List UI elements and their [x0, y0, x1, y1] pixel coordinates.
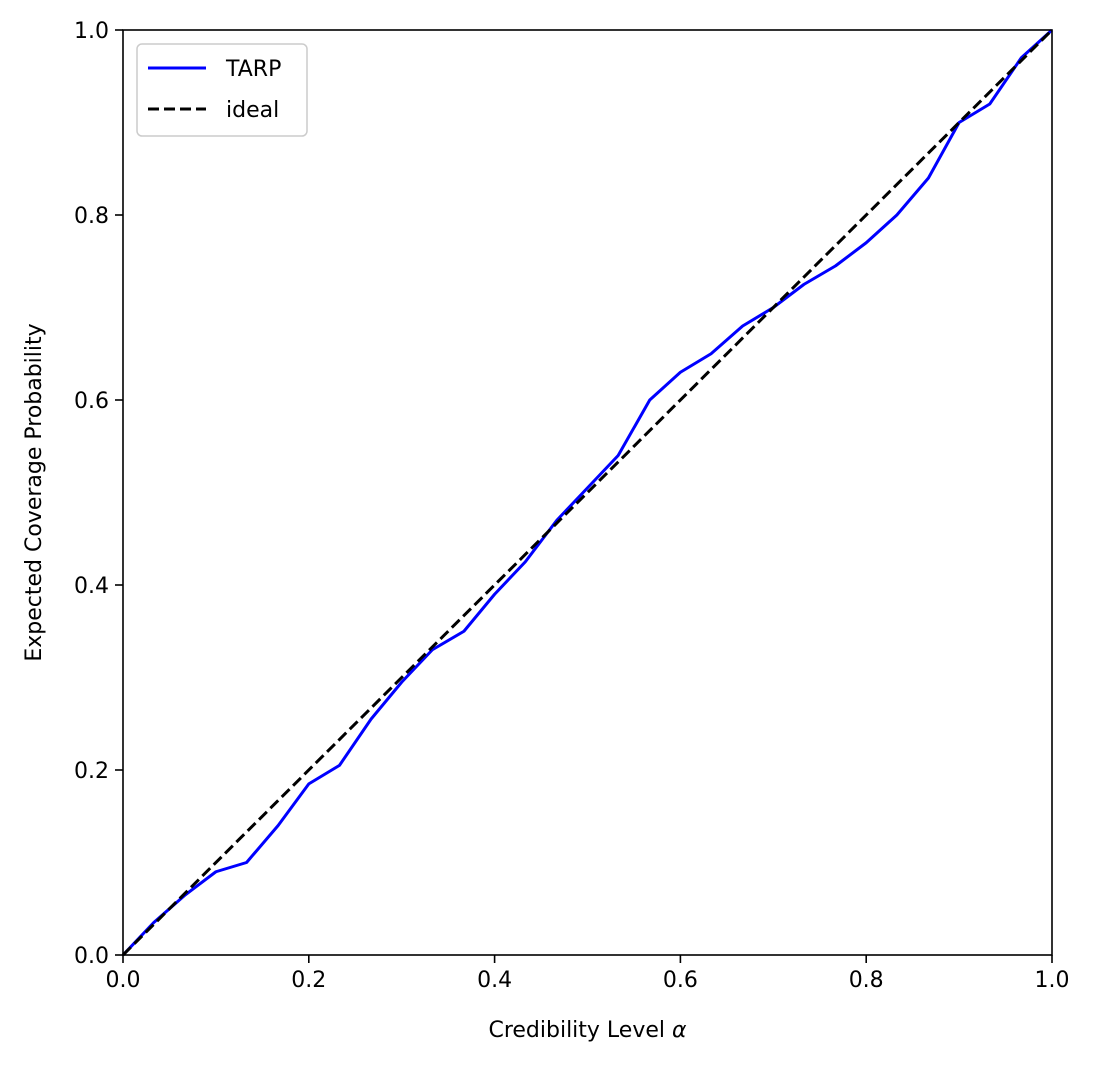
legend: TARP ideal	[136, 43, 308, 137]
series-line-ideal	[121, 28, 1054, 957]
y-tick-label: 0.0	[74, 944, 109, 969]
x-axis-label-symbol: α	[672, 1018, 687, 1043]
legend-label-tarp: TARP	[225, 57, 281, 82]
y-axis-ticks: 0.0 0.2 0.4 0.6 0.8 1.0	[74, 19, 123, 969]
x-tick-label: 0.2	[291, 968, 326, 993]
x-axis-label: Credibility Level α	[488, 1018, 687, 1043]
axes-frame	[122, 29, 1053, 956]
plot-area	[121, 28, 1054, 957]
x-tick-label: 0.6	[663, 968, 698, 993]
x-tick-label: 0.0	[106, 968, 141, 993]
y-axis-label: Expected Coverage Probability	[22, 323, 47, 661]
y-tick-label: 1.0	[74, 19, 109, 44]
x-tick-label: 0.4	[477, 968, 512, 993]
legend-label-ideal: ideal	[226, 98, 279, 123]
y-tick-label: 0.4	[74, 574, 109, 599]
legend-box	[136, 43, 308, 137]
x-axis-ticks: 0.0 0.2 0.4 0.6 0.8 1.0	[106, 955, 1070, 993]
y-tick-label: 0.2	[74, 759, 109, 784]
x-axis-label-text: Credibility Level	[488, 1018, 665, 1043]
x-tick-label: 0.8	[849, 968, 884, 993]
series-line-tarp	[121, 28, 1054, 957]
y-tick-label: 0.8	[74, 204, 109, 229]
y-tick-label: 0.6	[74, 389, 109, 414]
x-tick-label: 1.0	[1035, 968, 1070, 993]
